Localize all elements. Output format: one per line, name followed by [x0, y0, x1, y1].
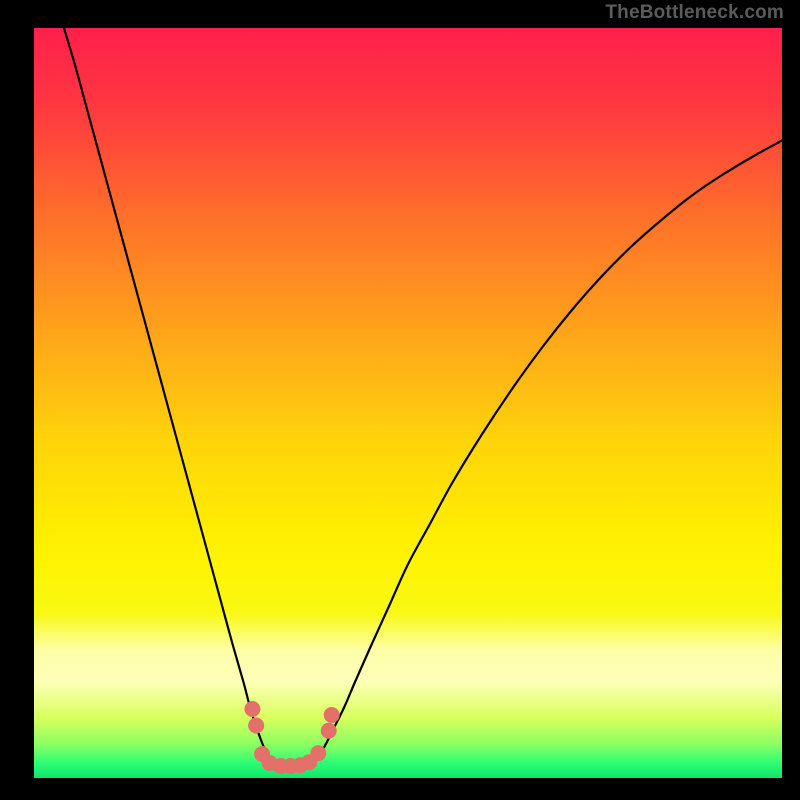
watermark-text: TheBottleneck.com	[605, 2, 784, 24]
chart-container: TheBottleneck.com	[0, 0, 800, 800]
data-marker	[310, 745, 326, 761]
chart-svg	[34, 28, 782, 778]
data-marker	[324, 707, 340, 723]
plot-area	[34, 28, 782, 778]
data-marker	[244, 701, 260, 717]
data-marker	[248, 718, 264, 734]
data-marker	[321, 723, 337, 739]
gradient-background	[34, 28, 782, 778]
